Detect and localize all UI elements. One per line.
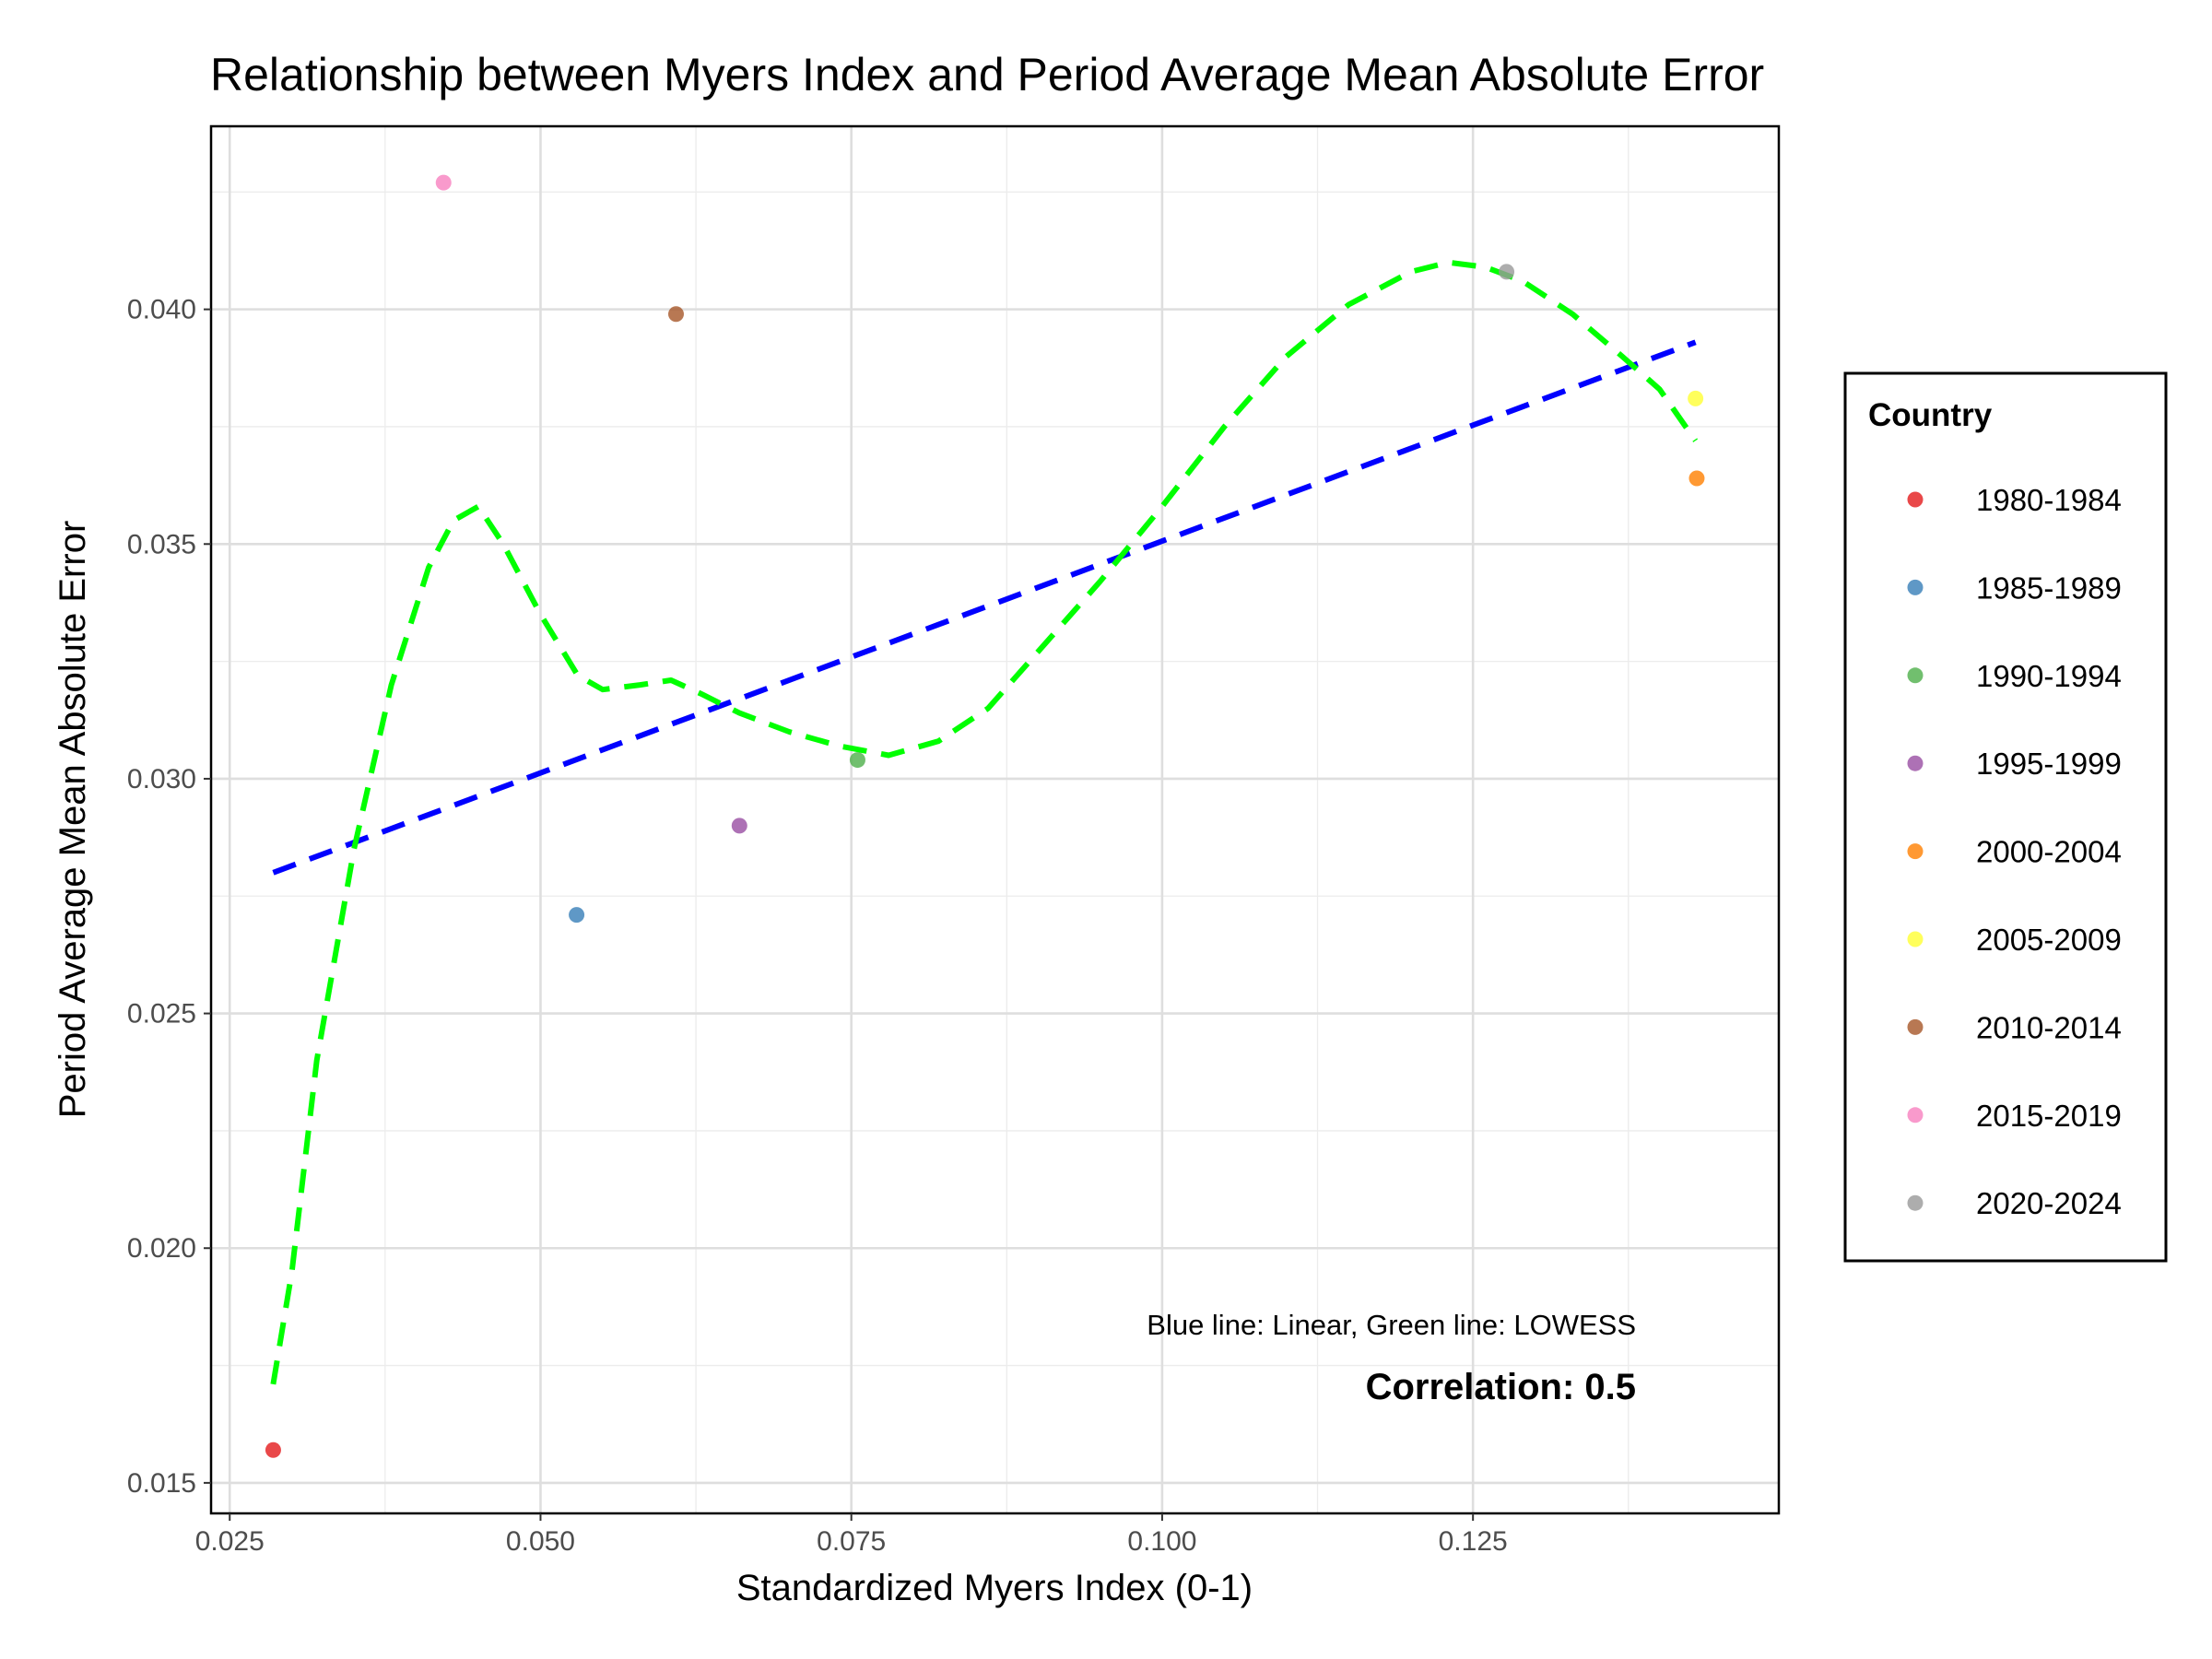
x-tick-label: 0.075	[817, 1526, 886, 1557]
x-axis-ticks: 0.025 0.050 0.075 0.100 0.125	[195, 1513, 1508, 1557]
legend-key	[1907, 1194, 1924, 1211]
y-tick-label: 0.030	[127, 764, 196, 794]
x-tick-label: 0.025	[195, 1526, 265, 1557]
legend-key	[1907, 755, 1924, 771]
x-tick-label: 0.100	[1127, 1526, 1196, 1557]
legend-key	[1907, 931, 1924, 947]
legend-label: 2010-2014	[1976, 1010, 2122, 1044]
data-point	[265, 1441, 281, 1458]
legend-key	[1907, 491, 1924, 508]
plot-area: Blue line: Linear, Green line: LOWESS Co…	[209, 124, 1781, 1515]
legend-label: 1995-1999	[1976, 747, 2122, 781]
legend-key	[1907, 579, 1924, 595]
legend-key	[1907, 1107, 1924, 1124]
data-point	[435, 174, 452, 191]
data-point	[1688, 470, 1705, 487]
data-point	[731, 818, 747, 834]
y-tick-label: 0.015	[127, 1468, 196, 1499]
legend-items: 1980-1984 1985-1989 1990-1994 1995-1999 2000…	[1907, 483, 2122, 1220]
legend-title: Country	[1868, 397, 1993, 433]
legend-key	[1907, 843, 1924, 860]
lowess-fit-line	[270, 259, 1699, 1385]
y-axis-ticks: 0.015 0.020 0.025 0.030 0.035 0.040	[127, 295, 211, 1499]
legend-box	[1843, 371, 2168, 1263]
x-tick-label: 0.050	[506, 1526, 575, 1557]
linear-fit-line	[272, 339, 1697, 876]
y-tick-label: 0.020	[127, 1233, 196, 1264]
data-point	[667, 306, 684, 323]
fit-lines	[270, 259, 1699, 1385]
legend-label: 2015-2019	[1976, 1099, 2122, 1133]
data-point	[1688, 390, 1704, 406]
legend: Country 1980-1984 1985-1989 1990-1994 1995-…	[1843, 371, 2168, 1263]
legend-label: 1990-1994	[1976, 659, 2122, 693]
legend-label: 2020-2024	[1976, 1186, 2122, 1220]
correlation-label: Correlation: 0.5	[1366, 1367, 1636, 1407]
y-tick-label: 0.025	[127, 999, 196, 1030]
x-axis-title: Standardized Myers Index (0-1)	[736, 1568, 1253, 1608]
plot-border	[209, 124, 1781, 1515]
chart-title: Relationship between Myers Index and Per…	[210, 49, 1764, 100]
legend-label: 1980-1984	[1976, 483, 2122, 517]
y-tick-label: 0.040	[127, 295, 196, 325]
legend-label: 2005-2009	[1976, 923, 2122, 957]
x-tick-label: 0.125	[1439, 1526, 1508, 1557]
data-point	[1499, 264, 1515, 280]
data-point	[569, 907, 585, 924]
legend-key	[1907, 667, 1924, 684]
y-tick-label: 0.035	[127, 529, 196, 559]
data-points	[265, 174, 1705, 1458]
grid-lines	[211, 126, 1779, 1513]
fit-note: Blue line: Linear, Green line: LOWESS	[1147, 1309, 1636, 1341]
legend-key	[1907, 1018, 1924, 1035]
y-axis-title: Period Average Mean Absolute Error	[53, 521, 93, 1119]
legend-label: 1985-1989	[1976, 571, 2122, 605]
data-point	[849, 752, 865, 769]
legend-label: 2000-2004	[1976, 835, 2122, 869]
